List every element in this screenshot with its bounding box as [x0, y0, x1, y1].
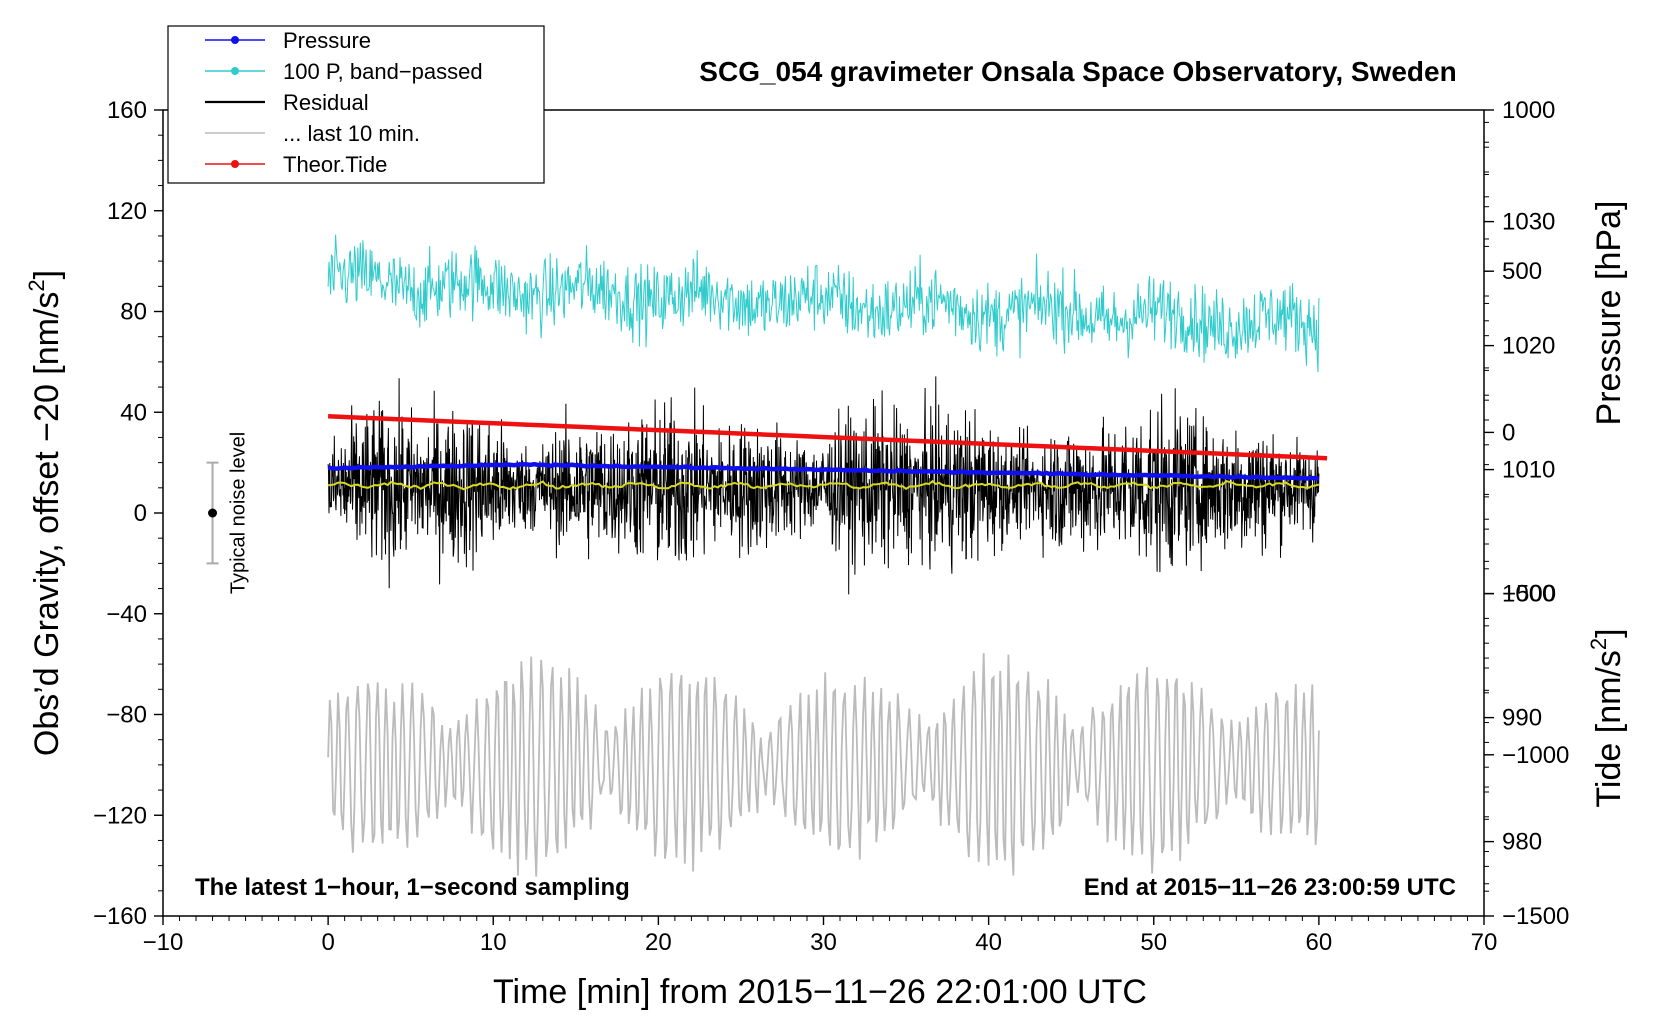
y-left-tick-label: 40 [120, 399, 147, 426]
y-tide-tick-label: −1500 [1502, 903, 1569, 930]
series-last-10-min [327, 653, 1320, 877]
x-tick-label: 20 [645, 929, 672, 956]
noise-bar: Typical noise level [206, 432, 250, 594]
x-tick-label: −10 [143, 929, 184, 956]
x-tick-label: 60 [1306, 929, 1333, 956]
y-axis-pressure-title: Pressure [hPa] [1590, 201, 1628, 426]
y-left-tick-label: −120 [93, 802, 147, 829]
series-pressure [327, 461, 1320, 482]
x-tick-label: 70 [1471, 929, 1498, 956]
y-pressure-tick-label: 1000 [1502, 581, 1555, 608]
noise-bar-label: Typical noise level [228, 432, 250, 594]
legend-marker [231, 67, 239, 75]
chart-title: SCG_054 gravimeter Onsala Space Observat… [699, 56, 1456, 87]
legend-label: Theor.Tide [283, 152, 387, 177]
annotation-left: The latest 1−hour, 1−second sampling [195, 874, 630, 901]
y-pressure-tick-label: 1010 [1502, 457, 1555, 484]
y-axis-left-title: Obs’d Gravity, offset −20 [nm/s2] [24, 270, 66, 756]
legend: Pressure 100 P, band−passed Residual ... la… [167, 25, 545, 184]
y-left-tick-label: 160 [107, 97, 147, 124]
y-left-tick-label: −80 [106, 702, 147, 729]
x-tick-label: 30 [810, 929, 837, 956]
y-left-tick-label: 120 [107, 198, 147, 225]
legend-label: Residual [283, 90, 369, 115]
x-axis-title: Time [min] from 2015−11−26 22:01:00 UTC [493, 973, 1147, 1011]
y-left-tick-label: −160 [93, 903, 147, 930]
x-tick-label: 0 [321, 929, 334, 956]
legend-label: Pressure [283, 28, 371, 53]
y-pressure-tick-label: 1030 [1502, 209, 1555, 236]
y-pressure-tick-label: 990 [1502, 705, 1542, 732]
x-tick-label: 10 [480, 929, 507, 956]
legend-label: 100 P, band−passed [283, 59, 483, 84]
annotation-right: End at 2015−11−26 23:00:59 UTC [1084, 874, 1456, 901]
y-pressure-tick-label: 980 [1502, 829, 1542, 856]
y-axis-tide-title: Tide [nm/s2] [1586, 628, 1628, 807]
x-tick-label: 40 [975, 929, 1002, 956]
legend-box [167, 25, 545, 184]
y-tide-tick-label: 500 [1502, 258, 1542, 285]
x-axis: −10 0 10 20 30 40 50 60 70 [143, 916, 1498, 956]
y-left-tick-label: 80 [120, 299, 147, 326]
y-pressure-tick-label: 1020 [1502, 333, 1555, 360]
legend-marker [231, 36, 239, 44]
y-tide-tick-label: 1000 [1502, 97, 1555, 124]
y-axis-left: 160 120 80 40 0 −40 −80 −120 −160 [93, 97, 163, 930]
legend-marker [231, 160, 239, 168]
series-residual-smoothed [328, 479, 1320, 491]
y-left-tick-label: −40 [106, 601, 147, 628]
noise-bar-dot [208, 508, 218, 518]
y-axis-pressure: 1030 1020 1010 1000 990 980 [1484, 121, 1555, 892]
x-tick-label: 50 [1140, 929, 1167, 956]
series-theoretical-tide [328, 414, 1328, 461]
y-left-tick-label: 0 [134, 500, 147, 527]
y-axis-tide: 1000 500 0 −500 −1000 −1500 [1484, 97, 1569, 930]
legend-label: ... last 10 min. [283, 121, 420, 146]
series-pressure-band-passed [327, 234, 1320, 373]
series-group [327, 234, 1328, 877]
y-tide-tick-label: −1000 [1502, 742, 1569, 769]
y-tide-tick-label: −500 [1502, 581, 1556, 608]
y-tide-tick-label: 0 [1502, 419, 1515, 446]
